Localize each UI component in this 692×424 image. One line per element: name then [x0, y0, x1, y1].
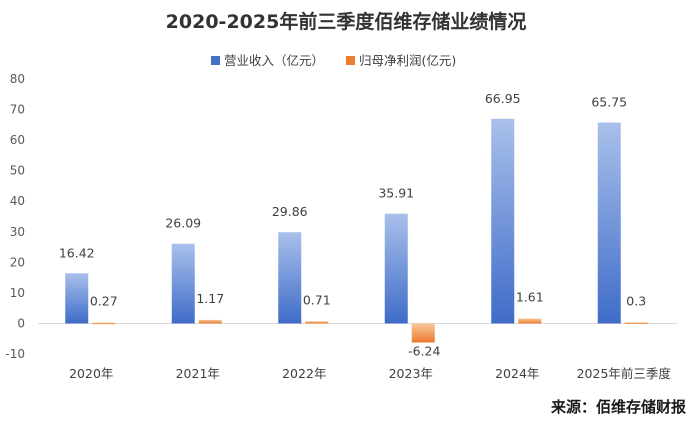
y-tick-label: 0 [17, 316, 25, 330]
data-label-net-profit: 1.17 [196, 291, 224, 306]
bar-revenue [384, 213, 408, 324]
legend-swatch-profit [346, 56, 355, 65]
bar-revenue [597, 122, 621, 324]
bar-revenue [65, 273, 89, 324]
legend: 营业收入（亿元） 归母净利润(亿元) [211, 53, 456, 68]
bar-net-profit [411, 323, 435, 343]
bar-net-profit [624, 322, 648, 325]
x-tick-label: 2023年 [389, 366, 433, 381]
x-tick-label: 2021年 [176, 366, 220, 381]
data-label-revenue: 26.09 [165, 216, 201, 231]
data-label-net-profit: 0.27 [90, 294, 118, 309]
y-tick-label: 50 [10, 164, 25, 178]
y-tick-label: -10 [5, 347, 25, 361]
x-tick-label: 2020年 [69, 366, 113, 381]
bar-net-profit [305, 321, 329, 324]
data-label-revenue: 29.86 [272, 204, 308, 219]
data-label-revenue: 66.95 [485, 91, 521, 106]
bar-net-profit [92, 322, 116, 325]
y-tick-label: 20 [10, 255, 25, 269]
source-note: 来源：佰维存储财报 [550, 398, 686, 416]
data-label-revenue: 35.91 [378, 186, 414, 201]
data-labels: 16.42 0.27 26.09 1.17 29.86 0.71 35.91 -6.24 66.… [59, 91, 646, 359]
x-tick-label: 2024年 [495, 366, 539, 381]
data-label-net-profit: 0.71 [303, 292, 331, 307]
legend-label-revenue: 营业收入（亿元） [224, 53, 324, 68]
data-label-net-profit: 0.3 [626, 294, 646, 309]
x-axis: 2020年 2021年 2022年 2023年 2024年 2025年前三季度 [69, 366, 671, 381]
bar-revenue [171, 243, 195, 324]
y-axis: -10 0 10 20 30 40 50 60 70 80 [5, 72, 25, 361]
data-label-net-profit: 1.61 [516, 290, 544, 305]
data-label-revenue: 65.75 [591, 95, 627, 110]
y-tick-label: 10 [10, 286, 25, 300]
bar-net-profit [198, 319, 222, 324]
y-tick-label: 60 [10, 133, 25, 147]
legend-swatch-revenue [211, 56, 220, 65]
data-label-revenue: 16.42 [59, 245, 95, 260]
bar-revenue [278, 232, 302, 324]
x-tick-label: 2022年 [282, 366, 326, 381]
x-tick-label: 2025年前三季度 [577, 366, 672, 381]
data-label-net-profit: -6.24 [408, 344, 440, 359]
y-tick-label: 80 [10, 72, 25, 86]
bar-revenue [491, 118, 515, 324]
y-tick-label: 40 [10, 194, 25, 208]
bars [65, 118, 648, 343]
y-tick-label: 70 [10, 103, 25, 117]
chart-title: 2020-2025年前三季度佰维存储业绩情况 [166, 10, 527, 33]
y-tick-label: 30 [10, 225, 25, 239]
legend-label-profit: 归母净利润(亿元) [359, 53, 456, 68]
bar-net-profit [518, 318, 542, 324]
